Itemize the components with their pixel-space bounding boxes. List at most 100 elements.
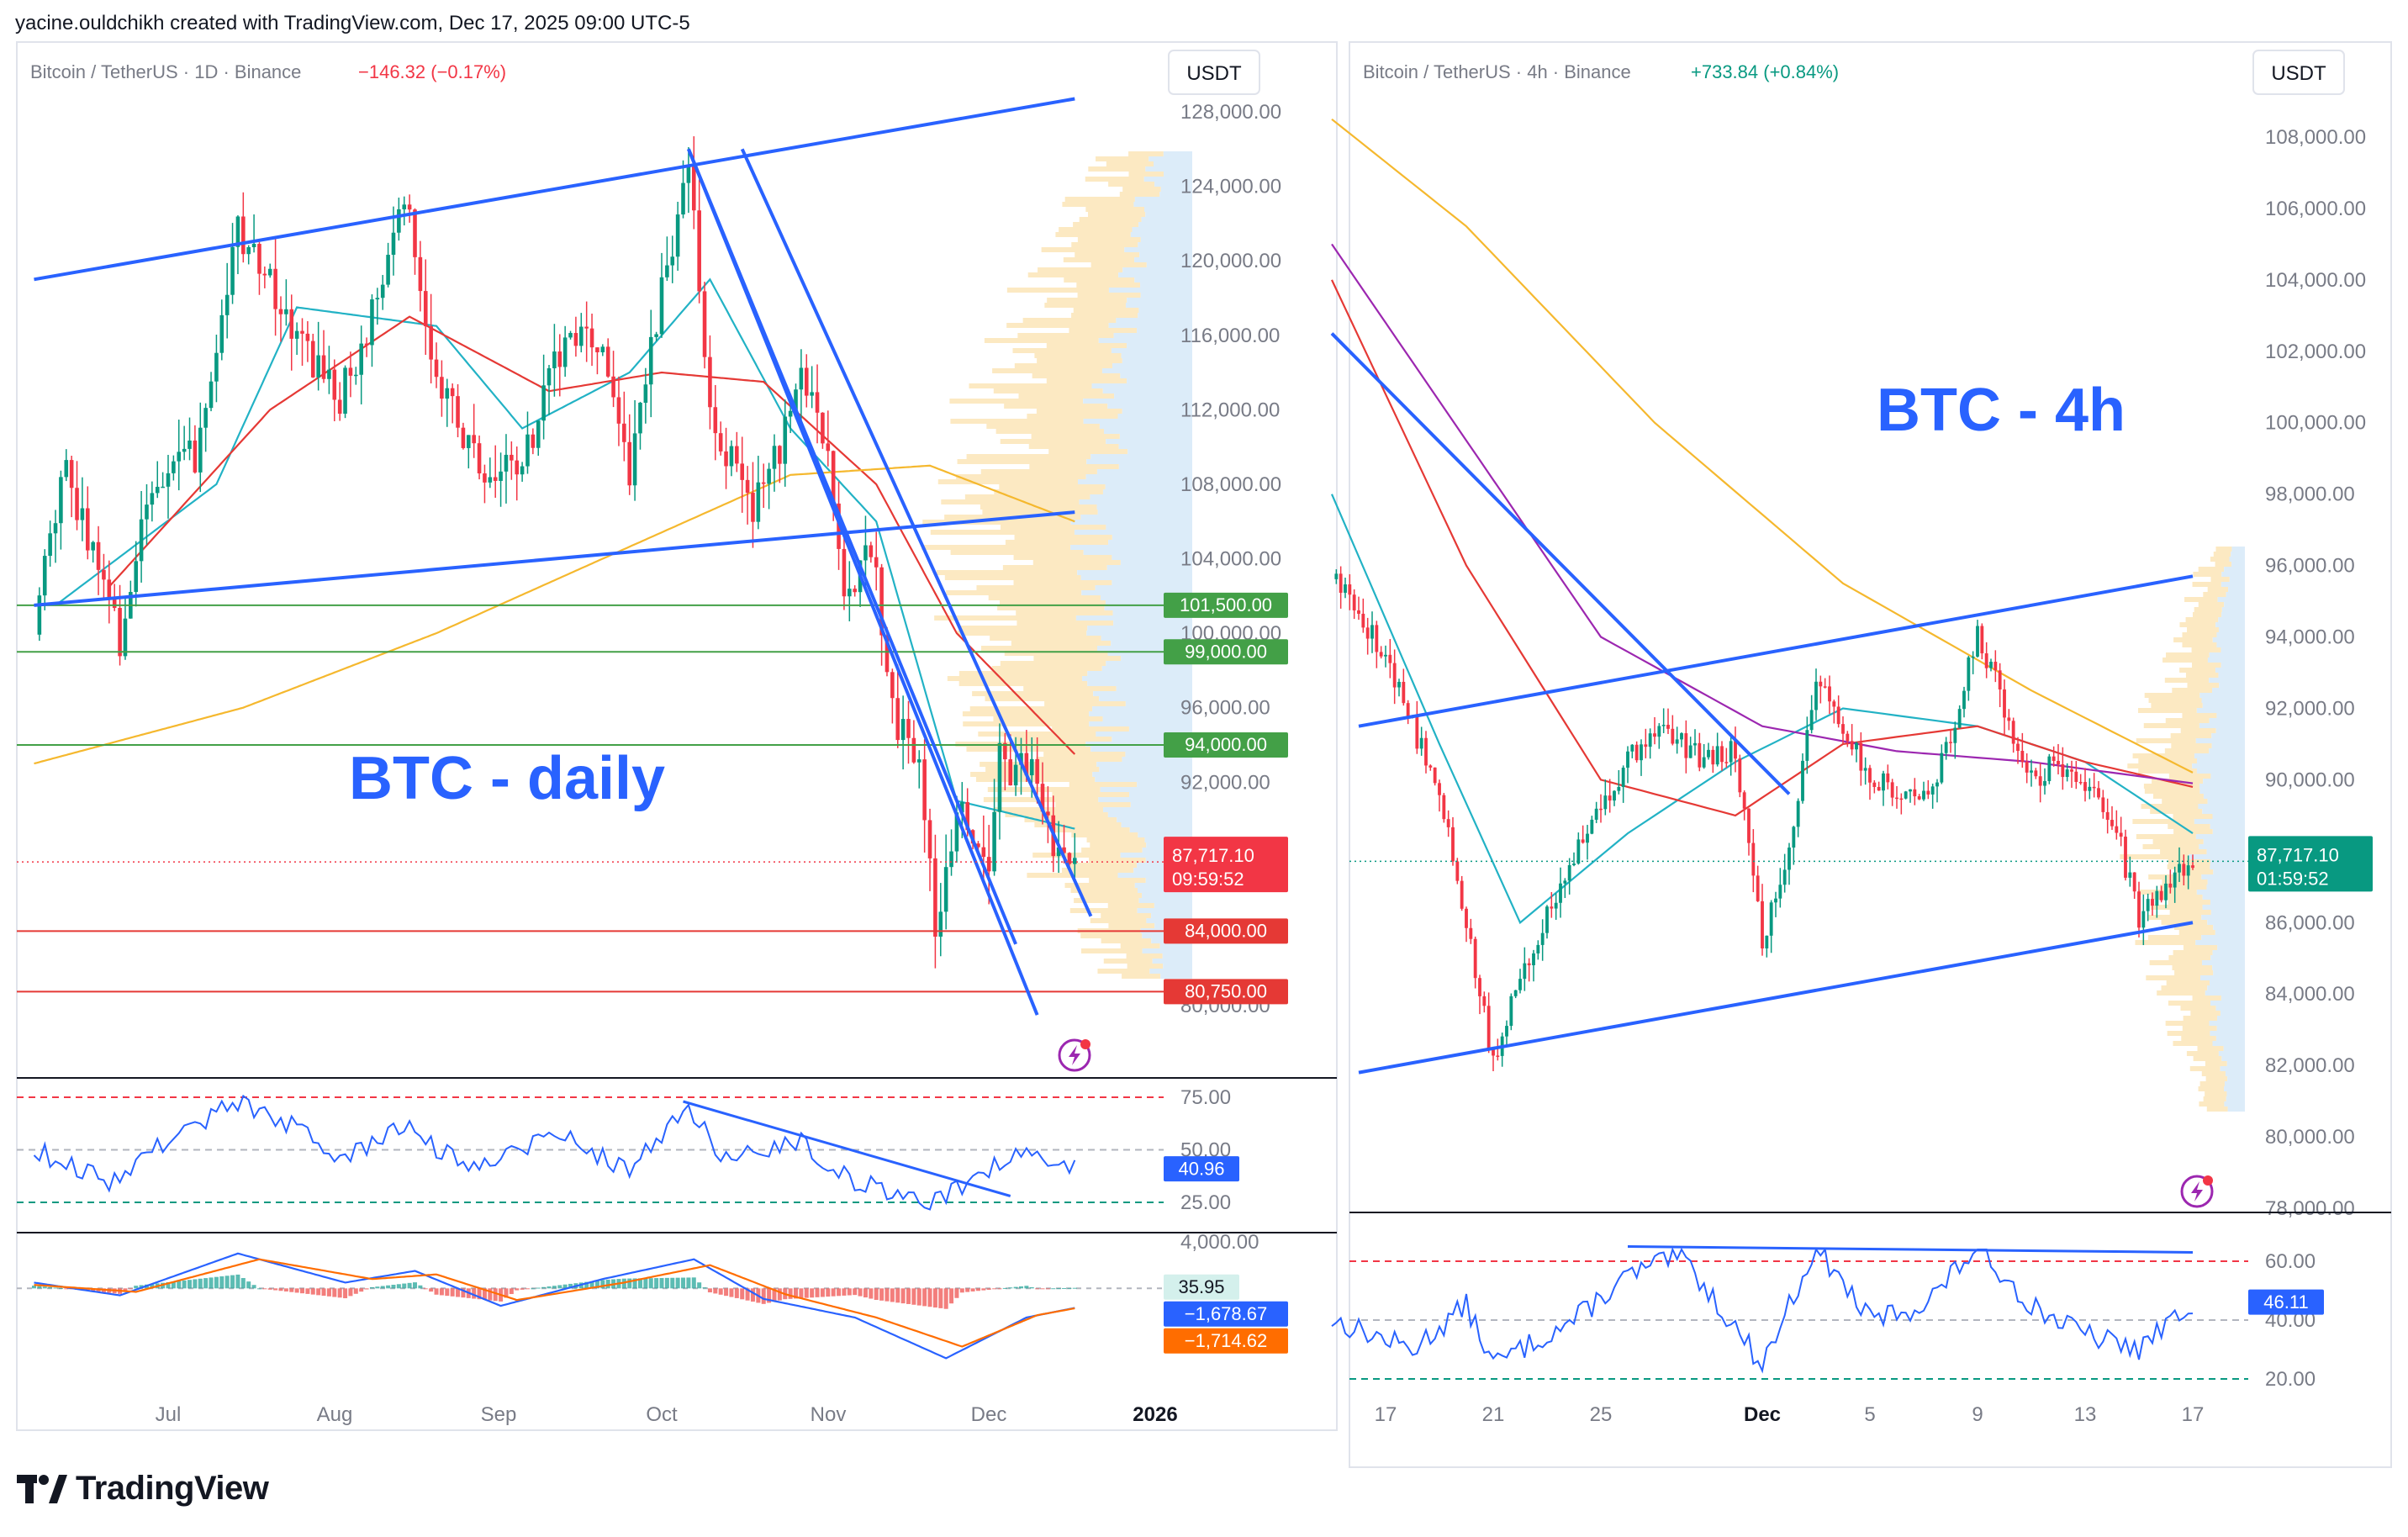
- candle-body: [2137, 891, 2141, 928]
- volume-profile-bar: [2218, 673, 2245, 678]
- volume-profile-bar: [2221, 582, 2245, 587]
- candle-body: [1846, 733, 1850, 742]
- candle-body: [562, 337, 568, 367]
- candle-body: [1828, 686, 1831, 702]
- candle-body: [2173, 872, 2177, 888]
- volume-profile-bar: [2168, 955, 2211, 960]
- volume-profile-bar: [1027, 272, 1119, 277]
- time-axis-label: 17: [1375, 1403, 1397, 1426]
- volume-profile-bar: [2207, 799, 2245, 804]
- volume-profile-bar: [2199, 723, 2245, 728]
- candle-body: [1872, 782, 1877, 787]
- volume-profile-bar: [1064, 883, 1135, 888]
- macd-histogram-bar: [251, 1285, 256, 1289]
- volume-profile-bar: [2146, 975, 2201, 980]
- volume-profile-bar: [1093, 691, 1192, 696]
- candle-body: [2074, 771, 2078, 782]
- macd-histogram-bar: [482, 1288, 487, 1300]
- volume-profile-bar: [1013, 737, 1112, 742]
- volume-profile-bar: [2216, 1016, 2245, 1021]
- candle-body: [589, 328, 594, 348]
- candle-body: [445, 388, 450, 399]
- candle-body: [702, 291, 707, 357]
- volume-profile-bar: [1164, 172, 1192, 177]
- last-price-label: 87,717.10: [2257, 844, 2339, 865]
- candle-body: [155, 486, 160, 494]
- volume-profile-bar: [2162, 799, 2208, 804]
- volume-profile-bar: [2218, 627, 2245, 632]
- candle-body: [831, 451, 836, 504]
- volume-profile-bar: [2226, 592, 2245, 597]
- volume-profile-bar: [1125, 752, 1192, 757]
- candle-body: [654, 334, 658, 337]
- candle-body: [1877, 786, 1881, 791]
- volume-profile-bar: [1138, 832, 1192, 837]
- volume-profile-bar: [2199, 1081, 2225, 1086]
- macd-histogram-bar: [429, 1288, 434, 1292]
- volume-profile-bar: [2138, 890, 2197, 895]
- volume-profile-bar: [966, 747, 1091, 752]
- flash-icon[interactable]: [1058, 1038, 1091, 1072]
- candle-body: [1792, 827, 1796, 848]
- volume-profile-bar: [995, 429, 1104, 434]
- volume-profile-bar: [2178, 930, 2215, 935]
- macd-histogram-bar: [568, 1283, 573, 1289]
- volume-profile-bar: [2226, 1096, 2245, 1101]
- candle-body: [1513, 990, 1518, 996]
- volume-profile-bar: [1119, 434, 1192, 439]
- macd-histogram-bar: [810, 1288, 815, 1298]
- volume-profile-bar: [1143, 177, 1192, 182]
- candle-body: [557, 351, 562, 367]
- volume-profile-bar: [2138, 768, 2197, 774]
- volume-profile-bar: [1013, 580, 1112, 585]
- candle-body: [80, 508, 85, 520]
- price-axis-tick: 104,000.00: [1180, 548, 1281, 571]
- volume-profile-bar: [2196, 768, 2245, 774]
- volume-profile-bar: [2203, 779, 2245, 784]
- volume-profile-bar: [969, 383, 1092, 388]
- macd-histogram-bar: [1029, 1286, 1034, 1289]
- volume-profile-bar: [1160, 974, 1192, 979]
- volume-profile-bar: [994, 489, 1103, 494]
- volume-profile-bar: [1081, 848, 1143, 853]
- macd-histogram-bar: [895, 1288, 900, 1303]
- macd-histogram-bar: [847, 1288, 852, 1296]
- volume-profile-bar: [985, 696, 1100, 701]
- macd-histogram-bar: [310, 1288, 315, 1295]
- volume-profile-bar: [1127, 378, 1192, 383]
- flash-icon[interactable]: [2180, 1175, 2214, 1208]
- currency-button-box[interactable]: [2252, 50, 2345, 95]
- candle-body: [568, 333, 573, 338]
- candle-body: [670, 256, 675, 266]
- volume-profile-bar: [2166, 980, 2210, 985]
- candle-body: [1949, 742, 1952, 743]
- volume-profile-bar: [2199, 844, 2245, 849]
- volume-profile-bar: [2164, 678, 2210, 683]
- panel-h4[interactable]: Bitcoin / TetherUS · 4h · Binance +733.84…: [1330, 41, 2392, 1468]
- macd-histogram-bar: [1035, 1288, 1040, 1290]
- volume-profile-bar: [1071, 313, 1138, 318]
- macd-histogram-bar: [128, 1288, 133, 1290]
- macd-histogram-bar: [837, 1288, 842, 1297]
- candle-body: [429, 326, 433, 360]
- volume-profile-bar: [1120, 373, 1192, 378]
- volume-profile-bar: [2132, 819, 2194, 824]
- panel-daily[interactable]: Bitcoin / TetherUS · 1D · Binance −146.32…: [16, 41, 1338, 1431]
- volume-profile-bar: [2195, 834, 2245, 839]
- macd-histogram-bar: [31, 1285, 36, 1289]
- volume-profile-bar: [1101, 938, 1152, 943]
- macd-histogram-bar: [1018, 1286, 1023, 1289]
- price-axis-tick: 96,000.00: [1180, 697, 1270, 720]
- candle-body: [48, 533, 52, 557]
- currency-button-box[interactable]: [1168, 50, 1260, 95]
- last-price-label: 87,717.10: [1172, 845, 1254, 866]
- macd-histogram-bar: [150, 1284, 155, 1289]
- volume-profile-bar: [1017, 333, 1114, 338]
- brand-logo[interactable]: TradingView: [17, 1470, 269, 1508]
- candle-body: [1361, 613, 1365, 628]
- candle-body: [949, 851, 953, 868]
- volume-profile-bar: [1085, 177, 1144, 182]
- candle-body: [1688, 745, 1692, 758]
- candle-body: [1653, 733, 1656, 737]
- volume-profile-bar: [2136, 834, 2196, 839]
